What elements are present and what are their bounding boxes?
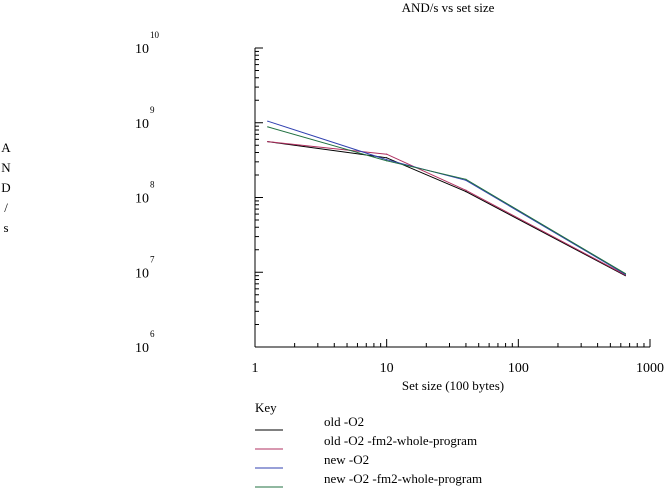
x-axis-label: Set size (100 bytes) [402, 378, 504, 393]
legend: Key old -O2 old -O2 -fm2-whole-program new… [255, 400, 482, 488]
x-tick-label: 100 [508, 361, 529, 376]
y-tick-label: 10 [135, 117, 149, 132]
y-axis-label-char: s [3, 220, 8, 235]
y-axis-label-char: A [1, 140, 11, 155]
data-point [465, 178, 467, 180]
y-tick-label: 10 [135, 266, 149, 281]
chart-axes [254, 48, 650, 348]
series-line [267, 120, 626, 275]
data-point [465, 190, 467, 193]
data-point [465, 189, 467, 191]
y-tick-label: 10 [135, 341, 149, 356]
data-point [386, 159, 388, 161]
series-line [267, 126, 626, 275]
data-point [386, 160, 388, 162]
series-line [267, 141, 626, 277]
data-point [267, 120, 269, 122]
legend-title: Key [255, 400, 277, 415]
data-point [624, 272, 626, 275]
y-tick-exponent: 6 [150, 329, 155, 339]
legend-entry-label: old -O2 -fm2-whole-program [324, 433, 477, 448]
data-point [267, 140, 269, 143]
x-tick-label: 1000 [636, 361, 664, 376]
series-line [267, 141, 626, 276]
legend-entry-label: old -O2 [324, 414, 364, 429]
y-tick-label: 10 [135, 42, 149, 57]
x-tick-label: 10 [380, 361, 394, 376]
chart-series [267, 120, 626, 277]
y-axis-label: A N D / s [1, 140, 11, 235]
y-axis-label-char: N [1, 160, 11, 175]
y-tick-exponent: 7 [150, 254, 155, 264]
data-point [386, 153, 388, 155]
y-tick-exponent: 9 [150, 105, 155, 115]
legend-entry-label: new -O2 [324, 452, 369, 467]
x-tick-label: 1 [252, 361, 259, 376]
y-tick-exponent: 10 [150, 30, 160, 40]
y-tick-label: 10 [135, 192, 149, 207]
chart-title: AND/s vs set size [402, 0, 495, 15]
y-axis-label-char: / [4, 200, 8, 215]
data-point [386, 157, 388, 159]
x-axis-ticks: 1 10 100 1000 [252, 339, 664, 376]
data-point [267, 126, 269, 128]
legend-entry-label: new -O2 -fm2-whole-program [324, 471, 482, 486]
y-tick-exponent: 8 [150, 180, 155, 190]
y-axis-label-char: D [1, 180, 10, 195]
